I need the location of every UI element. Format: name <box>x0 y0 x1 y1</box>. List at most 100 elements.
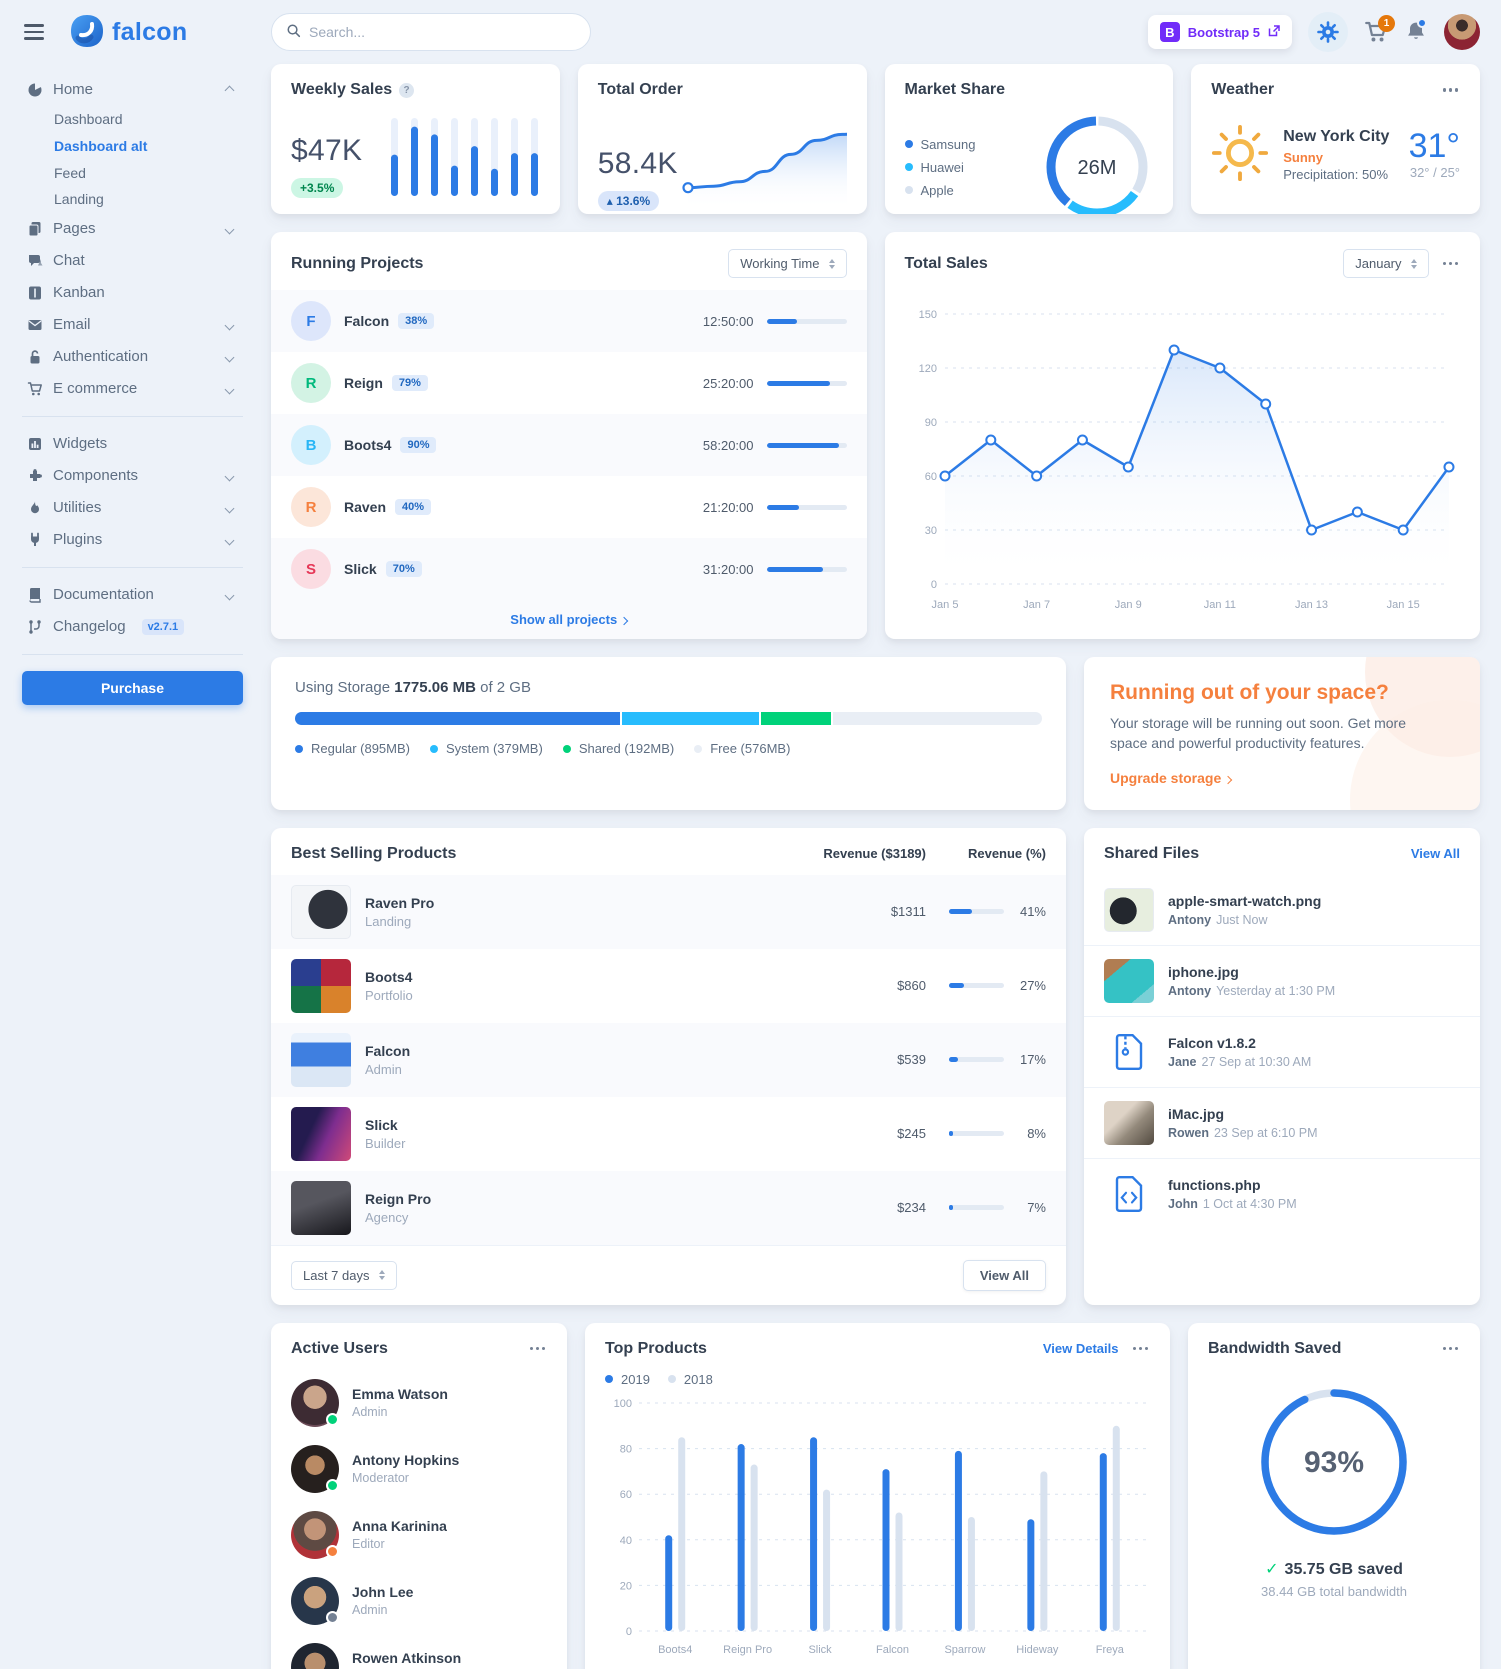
upgrade-body: Your storage will be running out soon. G… <box>1110 715 1406 752</box>
card-title: Total Order <box>597 81 683 98</box>
weather-condition: Sunny <box>1283 149 1323 165</box>
file-name[interactable]: iMac.jpg <box>1168 1105 1225 1122</box>
user-name[interactable]: John Lee <box>352 1584 414 1601</box>
sidebar-item-feed[interactable]: Feed <box>22 160 243 187</box>
user-avatar[interactable] <box>291 1378 339 1427</box>
more-options-button[interactable] <box>1441 84 1461 96</box>
file-name[interactable]: apple-smart-watch.png <box>1168 892 1322 909</box>
svg-text:150: 150 <box>918 309 936 321</box>
project-name[interactable]: Boots4 <box>344 437 392 453</box>
user-avatar[interactable] <box>291 1510 339 1559</box>
file-code-icon <box>1104 1172 1154 1216</box>
sidebar-item-dashboard-alt[interactable]: Dashboard alt <box>22 133 243 160</box>
sidebar-item-email[interactable]: Email <box>22 309 243 341</box>
file-meta: Antony Yesterday at 1:30 PM <box>1168 983 1336 998</box>
help-icon[interactable]: ? <box>399 82 415 98</box>
bootstrap-version-badge[interactable]: B Bootstrap 5 <box>1147 15 1292 49</box>
product-row: Boots4 Portfolio $860 27% <box>271 949 1066 1023</box>
product-thumbnail <box>291 1180 351 1235</box>
external-link-icon <box>1268 24 1280 40</box>
storage-segment-system <box>621 712 760 725</box>
view-details-link[interactable]: View Details <box>1042 1341 1119 1357</box>
active-users-card: Active Users Emma Watson Admin Antony Hopk… <box>271 1322 567 1669</box>
sidebar-item-widgets[interactable]: Widgets <box>22 428 243 460</box>
svg-text:Jan 7: Jan 7 <box>1023 599 1050 611</box>
fire-icon <box>26 500 43 516</box>
product-name[interactable]: Falcon <box>365 1042 411 1059</box>
month-select[interactable]: January <box>1343 249 1429 278</box>
product-row: Raven Pro Landing $1311 41% <box>271 874 1066 949</box>
project-avatar: R <box>291 363 331 403</box>
user-name[interactable]: Anna Karinina <box>352 1518 447 1535</box>
more-options-button[interactable] <box>1441 1343 1461 1355</box>
sidebar-item-plugins[interactable]: Plugins <box>22 524 243 556</box>
sidebar-item-pages[interactable]: Pages <box>22 213 243 245</box>
file-name[interactable]: Falcon v1.8.2 <box>1168 1034 1256 1051</box>
more-options-button[interactable] <box>1131 1343 1151 1355</box>
sidebar-item-utilities[interactable]: Utilities <box>22 492 243 524</box>
product-name[interactable]: Reign Pro <box>365 1190 432 1207</box>
legend-dot <box>667 1375 676 1384</box>
user-role: Editor <box>352 1537 385 1552</box>
svg-text:120: 120 <box>918 363 936 375</box>
cart-button[interactable]: 1 <box>1364 15 1395 44</box>
show-all-projects-link[interactable]: Show all projects <box>271 600 867 639</box>
file-name[interactable]: functions.php <box>1168 1176 1261 1193</box>
falcon-logo-icon <box>70 14 104 51</box>
user-name[interactable]: Rowen Atkinson <box>352 1650 462 1667</box>
view-all-link[interactable]: View All <box>1410 846 1460 862</box>
svg-text:90: 90 <box>924 417 936 429</box>
hamburger-menu-button[interactable] <box>20 20 48 44</box>
file-name[interactable]: iphone.jpg <box>1168 963 1239 980</box>
sidebar-nav: Home Dashboard Dashboard alt Feed Landing Pag… <box>22 74 243 643</box>
sidebar-item-components[interactable]: Components <box>22 460 243 492</box>
product-name[interactable]: Raven Pro <box>365 894 435 911</box>
product-thumbnail <box>291 884 351 939</box>
date-range-select[interactable]: Last 7 days <box>291 1260 397 1290</box>
sidebar-item-dashboard[interactable]: Dashboard <box>22 106 243 133</box>
file-row: iphone.jpg Antony Yesterday at 1:30 PM <box>1084 944 1480 1016</box>
settings-gear-button[interactable] <box>1308 12 1348 52</box>
user-avatar[interactable] <box>1444 14 1480 50</box>
purchase-button[interactable]: Purchase <box>22 671 243 706</box>
brand-logo[interactable]: falcon <box>70 14 187 51</box>
user-avatar[interactable] <box>291 1444 339 1493</box>
running-projects-card: Running Projects Working Time F Falcon 38%… <box>271 232 867 639</box>
user-avatar[interactable] <box>291 1576 339 1625</box>
user-name[interactable]: Emma Watson <box>352 1386 448 1403</box>
project-name[interactable]: Raven <box>344 499 387 515</box>
shared-files-list: apple-smart-watch.png Antony Just Now iphon… <box>1084 875 1480 1229</box>
sidebar-item-label: Components <box>53 467 139 485</box>
bandwidth-total-text: 38.44 GB total bandwidth <box>1261 1583 1407 1599</box>
upgrade-storage-link[interactable]: Upgrade storage <box>1110 770 1233 786</box>
view-all-button[interactable]: View All <box>962 1259 1046 1291</box>
storage-legend-item: Regular (895MB) <box>295 741 410 756</box>
more-options-button[interactable] <box>1441 258 1461 270</box>
user-avatar[interactable] <box>291 1642 339 1669</box>
sidebar-item-label: Changelog <box>53 618 126 636</box>
working-time-select[interactable]: Working Time <box>728 249 847 278</box>
sidebar-item-authentication[interactable]: Authentication <box>22 341 243 373</box>
bandwidth-saved-text: ✓ 35.75 GB saved <box>1265 1560 1403 1578</box>
sidebar-item-home[interactable]: Home <box>22 74 243 106</box>
sidebar-item-kanban[interactable]: Kanban <box>22 277 243 309</box>
project-name[interactable]: Falcon <box>344 313 390 329</box>
project-row: B Boots4 90% 58:20:00 <box>271 414 867 476</box>
user-name[interactable]: Antony Hopkins <box>352 1452 460 1469</box>
sidebar-item-documentation[interactable]: Documentation <box>22 579 243 611</box>
search-input[interactable] <box>309 24 576 40</box>
product-name[interactable]: Boots4 <box>365 968 413 985</box>
sidebar-item-chat[interactable]: Chat <box>22 245 243 277</box>
more-options-button[interactable] <box>528 1343 548 1355</box>
sidebar-item-changelog[interactable]: Changelog v2.7.1 <box>22 611 243 643</box>
project-percent-badge: 90% <box>400 437 437 453</box>
chart-bar-icon <box>26 436 43 452</box>
sidebar-item-landing[interactable]: Landing <box>22 186 243 213</box>
project-name[interactable]: Slick <box>344 561 377 577</box>
search-box[interactable] <box>271 13 591 51</box>
file-thumbnail <box>1104 1100 1154 1145</box>
notifications-button[interactable] <box>1404 18 1428 44</box>
product-name[interactable]: Slick <box>365 1116 398 1133</box>
project-name[interactable]: Reign <box>344 375 383 391</box>
sidebar-item-e-commerce[interactable]: E commerce <box>22 373 243 405</box>
